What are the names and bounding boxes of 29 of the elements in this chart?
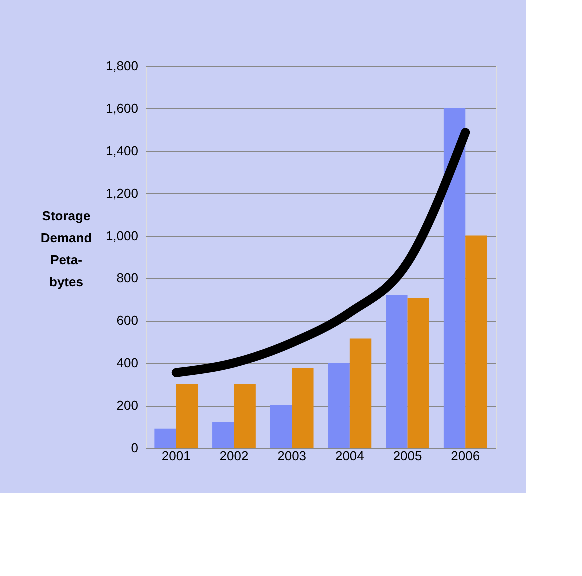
y-tick-label: 600 [116,313,138,328]
y-tick-label: 1,200 [106,186,138,201]
bar [386,295,408,448]
bar [292,368,314,448]
bar [328,363,350,448]
bar [212,422,234,448]
y-tick-label: 200 [116,398,138,414]
y-tick-label: 1,000 [106,228,138,244]
y-axis-title: Storage Demand Peta- bytes [40,208,92,290]
bar [408,298,430,448]
bar [154,428,176,448]
x-tick-label: 2006 [451,448,480,464]
bar [444,108,466,448]
bar [350,338,372,448]
y-tick-label: 1,800 [106,58,138,74]
x-tick-label: 2005 [393,448,422,464]
y-tick-label: 400 [116,356,138,371]
bar [176,384,198,448]
x-tick-label: 2001 [162,448,191,464]
x-tick-label: 2004 [335,448,364,464]
bar [270,406,292,448]
y-tick-label: 0 [131,440,138,456]
y-tick-label: 800 [116,270,138,286]
x-tick-label: 2003 [278,448,307,464]
x-tick-label: 2002 [220,448,249,464]
y-tick-label: 1,400 [106,143,138,158]
bar [234,384,256,448]
y-tick-label: 1,600 [106,100,138,116]
bar [466,236,488,448]
